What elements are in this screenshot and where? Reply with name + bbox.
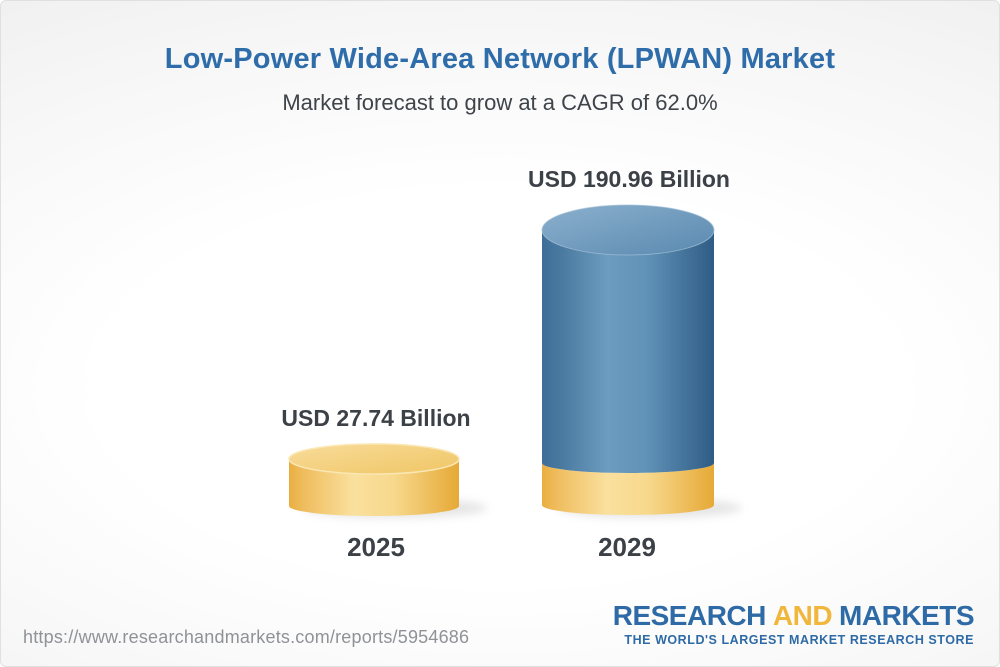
cylinder-2029 bbox=[541, 204, 715, 515]
cylinder-2025-top bbox=[288, 443, 460, 475]
logo-word-and: AND bbox=[772, 600, 833, 631]
cylinder-2025-body bbox=[289, 459, 459, 516]
brand-wordmark: RESEARCH AND MARKETS bbox=[612, 600, 975, 631]
logo-tagline: THE WORLD'S LARGEST MARKET RESEARCH STOR… bbox=[624, 633, 974, 648]
cylinder-2029-base bbox=[542, 463, 714, 515]
cylinder-2025 bbox=[288, 443, 460, 516]
value-label-2025: USD 27.74 Billion bbox=[281, 405, 471, 431]
category-label-2029: 2029 bbox=[598, 532, 656, 562]
page-subtitle: Market forecast to grow at a CAGR of 62.… bbox=[282, 90, 718, 115]
category-label-2025: 2025 bbox=[347, 532, 405, 562]
value-label-2029: USD 190.96 Billion bbox=[528, 166, 730, 192]
report-url: https://www.researchandmarkets.com/repor… bbox=[23, 627, 470, 647]
cylinder-2029-top bbox=[541, 204, 715, 256]
brand-logo: RESEARCH AND MARKETS THE WORLD'S LARGEST M… bbox=[612, 600, 975, 648]
page-title: Low-Power Wide-Area Network (LPWAN) Mark… bbox=[164, 43, 836, 75]
logo-word-markets: MARKETS bbox=[839, 600, 974, 631]
cylinder-2029-body bbox=[542, 230, 714, 473]
logo-word-research: RESEARCH bbox=[612, 600, 767, 631]
